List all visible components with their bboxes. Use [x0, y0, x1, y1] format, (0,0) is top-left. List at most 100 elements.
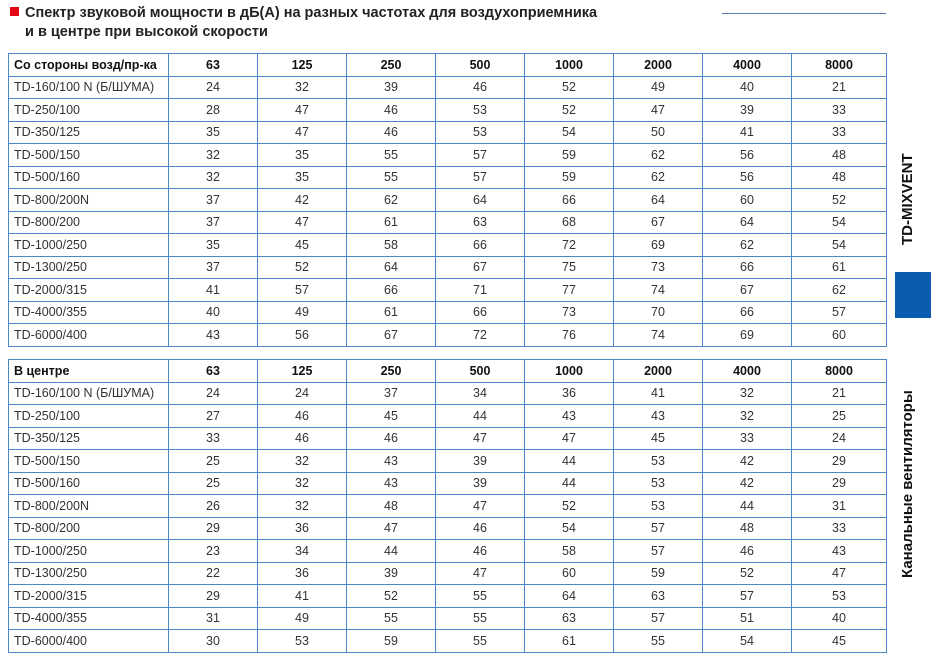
- value-cell: 41: [257, 584, 347, 608]
- value-cell: 44: [524, 449, 614, 473]
- value-cell: 64: [346, 255, 436, 279]
- section-label: Канальные вентиляторы: [899, 390, 916, 578]
- value-cell: 34: [257, 539, 347, 563]
- value-cell: 25: [168, 471, 258, 495]
- value-cell: 71: [435, 278, 525, 302]
- model-name-cell: TD-1300/250: [8, 255, 169, 279]
- value-cell: 21: [791, 381, 887, 405]
- value-cell: 45: [791, 629, 887, 653]
- value-cell: 75: [524, 255, 614, 279]
- value-cell: 48: [791, 165, 887, 189]
- value-cell: 61: [346, 210, 436, 234]
- table-row: TD-500/160 25 32 43 39 44 53 42 29: [8, 471, 887, 495]
- title-divider: [722, 13, 886, 14]
- table-row: TD-2000/315 29 41 52 55 64 63 57 53: [8, 584, 887, 608]
- table-row: TD-4000/355 31 49 55 55 63 57 51 40: [8, 606, 887, 630]
- value-cell: 56: [702, 165, 792, 189]
- table-row: TD-800/200N 37 42 62 64 66 64 60 52: [8, 188, 887, 212]
- title-line-2: и в центре при высокой скорости: [25, 24, 268, 40]
- value-cell: 57: [435, 165, 525, 189]
- column-header-frequency: 125: [257, 53, 347, 77]
- model-name-cell: TD-2000/315: [8, 584, 169, 608]
- value-cell: 46: [257, 426, 347, 450]
- column-header-frequency: 8000: [791, 53, 887, 77]
- sound-power-table-center: В центре 63 125 250 500 1000 2000 4000 8000 TD-16…: [8, 359, 887, 653]
- column-header-frequency: 8000: [791, 359, 887, 383]
- column-header-label: Со стороны возд/пр-ка: [8, 53, 169, 77]
- value-cell: 49: [257, 606, 347, 630]
- value-cell: 34: [435, 381, 525, 405]
- value-cell: 52: [524, 494, 614, 518]
- section-title: Спектр звуковой мощности в дБ(А) на разн…: [10, 4, 597, 42]
- value-cell: 36: [524, 381, 614, 405]
- value-cell: 54: [791, 233, 887, 257]
- value-cell: 37: [168, 255, 258, 279]
- column-header-frequency: 4000: [702, 53, 792, 77]
- value-cell: 60: [791, 323, 887, 347]
- value-cell: 46: [346, 120, 436, 144]
- value-cell: 64: [435, 188, 525, 212]
- column-header-frequency: 4000: [702, 359, 792, 383]
- value-cell: 63: [435, 210, 525, 234]
- value-cell: 32: [257, 494, 347, 518]
- value-cell: 35: [257, 143, 347, 167]
- column-header-frequency: 1000: [524, 53, 614, 77]
- value-cell: 55: [613, 629, 703, 653]
- value-cell: 35: [168, 233, 258, 257]
- value-cell: 47: [257, 210, 347, 234]
- model-name-cell: TD-800/200: [8, 210, 169, 234]
- value-cell: 29: [791, 471, 887, 495]
- value-cell: 57: [613, 539, 703, 563]
- model-name-cell: TD-6000/400: [8, 323, 169, 347]
- value-cell: 63: [524, 606, 614, 630]
- model-name-cell: TD-1000/250: [8, 233, 169, 257]
- value-cell: 24: [168, 75, 258, 99]
- value-cell: 53: [613, 494, 703, 518]
- value-cell: 57: [613, 516, 703, 540]
- value-cell: 57: [702, 584, 792, 608]
- value-cell: 47: [524, 426, 614, 450]
- value-cell: 52: [346, 584, 436, 608]
- value-cell: 44: [702, 494, 792, 518]
- value-cell: 63: [613, 584, 703, 608]
- value-cell: 42: [702, 449, 792, 473]
- value-cell: 45: [613, 426, 703, 450]
- value-cell: 29: [168, 584, 258, 608]
- value-cell: 52: [257, 255, 347, 279]
- value-cell: 59: [613, 561, 703, 585]
- value-cell: 25: [168, 449, 258, 473]
- model-name-cell: TD-1000/250: [8, 539, 169, 563]
- table-row: TD-350/125 35 47 46 53 54 50 41 33: [8, 120, 887, 144]
- value-cell: 62: [702, 233, 792, 257]
- value-cell: 42: [257, 188, 347, 212]
- column-header-frequency: 250: [346, 53, 436, 77]
- value-cell: 66: [435, 300, 525, 324]
- table-row: TD-4000/355 40 49 61 66 73 70 66 57: [8, 300, 887, 324]
- value-cell: 62: [346, 188, 436, 212]
- value-cell: 47: [613, 98, 703, 122]
- value-cell: 43: [168, 323, 258, 347]
- value-cell: 41: [613, 381, 703, 405]
- value-cell: 32: [257, 75, 347, 99]
- value-cell: 43: [791, 539, 887, 563]
- value-cell: 73: [524, 300, 614, 324]
- value-cell: 33: [791, 98, 887, 122]
- table-row: TD-800/200N 26 32 48 47 52 53 44 31: [8, 494, 887, 518]
- column-header-frequency: 2000: [613, 359, 703, 383]
- model-name-cell: TD-1300/250: [8, 561, 169, 585]
- value-cell: 47: [257, 98, 347, 122]
- table-row: TD-160/100 N (Б/ШУМА) 24 24 37 34 36 41 32 21: [8, 381, 887, 405]
- value-cell: 67: [702, 278, 792, 302]
- value-cell: 26: [168, 494, 258, 518]
- value-cell: 41: [702, 120, 792, 144]
- value-cell: 55: [346, 606, 436, 630]
- column-header-frequency: 500: [435, 53, 525, 77]
- value-cell: 67: [613, 210, 703, 234]
- value-cell: 43: [346, 471, 436, 495]
- value-cell: 54: [702, 629, 792, 653]
- value-cell: 46: [346, 98, 436, 122]
- value-cell: 32: [702, 404, 792, 428]
- value-cell: 43: [524, 404, 614, 428]
- table-row: TD-250/100 27 46 45 44 43 43 32 25: [8, 404, 887, 428]
- model-name-cell: TD-500/160: [8, 471, 169, 495]
